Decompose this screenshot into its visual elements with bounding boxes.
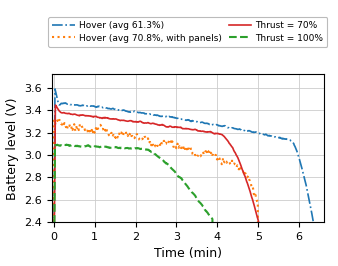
X-axis label: Time (min): Time (min) [154,247,222,260]
Hover (avg 70.8%, with panels) [174,145,178,148]
Y-axis label: Battery level (V): Battery level (V) [5,97,19,200]
Thrust = 100% [175,174,179,177]
Thrust = 70% [112,118,116,121]
Thrust = 70% [195,129,199,132]
Thrust = 70% [53,103,57,107]
Thrust = 100% [165,162,169,165]
Hover (avg 70.8%, with panels) [252,192,256,195]
Line: Thrust = 70%: Thrust = 70% [54,105,262,266]
Thrust = 100% [65,143,69,146]
Legend: Hover (avg 61.3%), Hover (avg 70.8%, with panels), Thrust = 70%, Thrust = 100%: Hover (avg 61.3%), Hover (avg 70.8%, wit… [48,17,328,47]
Hover (avg 61.3%) [131,110,135,113]
Hover (avg 61.3%) [243,130,247,133]
Hover (avg 61.3%) [60,102,64,105]
Thrust = 100% [159,157,163,161]
Line: Hover (avg 70.8%, with panels): Hover (avg 70.8%, with panels) [54,119,258,266]
Hover (avg 70.8%, with panels) [52,118,56,121]
Line: Thrust = 100%: Thrust = 100% [54,145,213,266]
Thrust = 100% [171,169,175,172]
Thrust = 100% [71,144,75,147]
Hover (avg 61.3%) [53,87,57,90]
Hover (avg 70.8%, with panels) [52,242,56,245]
Hover (avg 61.3%) [77,104,81,107]
Thrust = 70% [168,124,172,128]
Hover (avg 61.3%) [127,110,131,114]
Thrust = 70% [212,132,216,135]
Hover (avg 61.3%) [205,122,209,125]
Line: Hover (avg 61.3%): Hover (avg 61.3%) [54,89,315,266]
Hover (avg 70.8%, with panels) [163,142,167,145]
Hover (avg 70.8%, with panels) [149,144,153,147]
Thrust = 70% [221,134,225,137]
Hover (avg 70.8%, with panels) [150,142,154,145]
Hover (avg 70.8%, with panels) [220,163,224,166]
Thrust = 100% [183,182,187,185]
Thrust = 70% [140,121,144,124]
